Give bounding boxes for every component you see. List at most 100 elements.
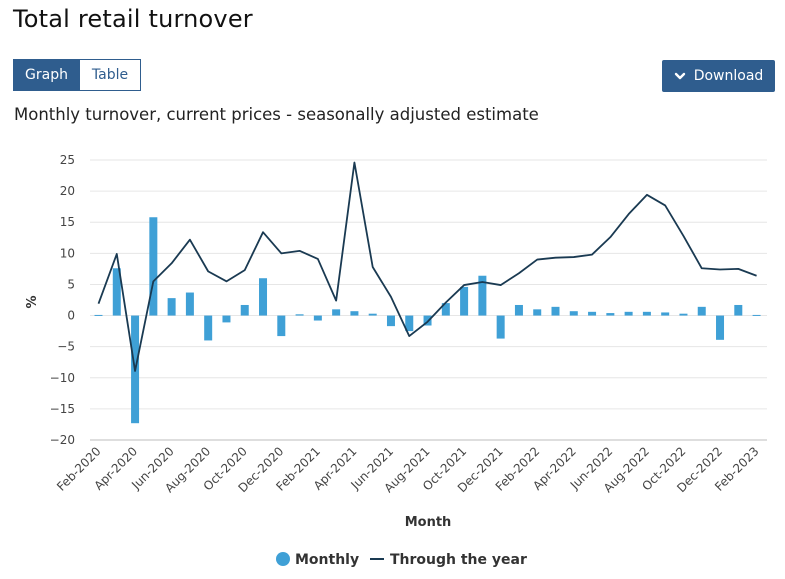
bar-Jul-2021[interactable] [405,315,414,332]
line-point-Feb-2020[interactable] [95,300,103,308]
retail-turnover-chart: 25 20 15 10 5 0 −5 −10 −15 −20 Feb-2020Apr-2020Ju… [25,153,767,568]
bar-Jan-2023[interactable] [734,304,743,316]
through-the-year-line[interactable] [97,161,757,372]
bar-Feb-2020[interactable] [94,314,103,316]
line-point-Aug-2020[interactable] [204,267,212,275]
line-point-Oct-2022[interactable] [679,232,687,240]
line-point-May-2022[interactable] [588,251,596,259]
bar-Apr-2021[interactable] [350,311,359,316]
graph-tab[interactable]: Graph [13,59,80,91]
through-the-year-line-group [95,158,761,375]
y-tick-label: 10 [60,246,75,260]
y-axis-title: % [25,295,40,308]
view-toggle: Graph Table [13,59,141,91]
line-point-Aug-2021[interactable] [424,318,432,326]
bar-Jan-2022[interactable] [514,304,523,316]
bar-Jul-2022[interactable] [624,311,633,316]
y-tick-label: 20 [60,184,75,198]
legend-through-the-year-label[interactable]: Through the year [390,552,527,568]
line-point-Jun-2021[interactable] [387,293,395,301]
bar-May-2021[interactable] [368,313,377,316]
line-point-Dec-2020[interactable] [277,249,285,257]
bar-Feb-2021[interactable] [313,315,322,321]
page-title: Total retail turnover [13,5,253,33]
legend: Monthly Through the year [276,552,527,568]
line-point-Jul-2021[interactable] [405,332,413,340]
line-point-Dec-2021[interactable] [497,281,505,289]
bar-Jul-2020[interactable] [185,292,194,316]
bar-May-2020[interactable] [149,217,158,316]
line-point-Sep-2020[interactable] [222,277,230,285]
line-point-Oct-2020[interactable] [241,266,249,274]
bar-Sep-2020[interactable] [222,315,231,323]
x-axis: Feb-2020Apr-2020Jun-2020Aug-2020Oct-2020… [54,444,762,495]
legend-monthly-swatch[interactable] [276,552,290,566]
line-point-Nov-2020[interactable] [259,228,267,236]
bar-Mar-2021[interactable] [332,309,341,316]
line-point-Sep-2021[interactable] [442,298,450,306]
bar-Nov-2020[interactable] [259,278,268,316]
y-tick-label: 0 [67,309,75,323]
bar-Mar-2022[interactable] [551,306,560,316]
download-button[interactable]: Download [662,60,775,92]
line-point-Jan-2021[interactable] [296,247,304,255]
bar-Jun-2022[interactable] [606,313,615,316]
x-axis-title: Month [405,515,452,530]
line-point-Jul-2020[interactable] [186,236,194,244]
line-point-Mar-2022[interactable] [552,254,560,262]
bar-Oct-2022[interactable] [679,313,688,316]
download-label: Download [693,68,764,84]
bar-Feb-2023[interactable] [752,314,761,316]
y-tick-label: −15 [50,402,75,416]
chevron-down-icon [674,72,685,80]
bar-Jan-2021[interactable] [295,314,304,316]
line-point-Nov-2021[interactable] [478,278,486,286]
line-point-Feb-2022[interactable] [533,256,541,264]
line-point-Mar-2020[interactable] [113,250,121,258]
table-tab[interactable]: Table [80,59,141,91]
y-tick-label: 15 [60,215,75,229]
line-point-Oct-2021[interactable] [460,281,468,289]
bar-Dec-2020[interactable] [277,315,286,337]
line-point-Sep-2022[interactable] [661,201,669,209]
line-point-Apr-2021[interactable] [350,158,358,166]
y-tick-label: −20 [50,433,75,447]
y-axis: 25 20 15 10 5 0 −5 −10 −15 −20 [50,153,75,447]
legend-monthly-label[interactable]: Monthly [295,552,359,568]
bar-Mar-2020[interactable] [112,268,121,316]
bar-Feb-2022[interactable] [533,309,542,316]
bar-Jun-2021[interactable] [386,315,395,327]
bar-Nov-2021[interactable] [478,275,487,316]
line-point-Nov-2022[interactable] [698,264,706,272]
chart-subtitle: Monthly turnover, current prices - seaso… [14,105,539,124]
line-point-Feb-2021[interactable] [314,255,322,263]
bar-May-2022[interactable] [588,311,597,316]
bar-Dec-2021[interactable] [496,315,505,339]
bar-Oct-2020[interactable] [240,304,249,316]
line-point-May-2020[interactable] [149,277,157,285]
line-point-Mar-2021[interactable] [332,297,340,305]
bar-Dec-2022[interactable] [716,315,725,340]
line-point-Apr-2022[interactable] [570,253,578,261]
line-point-May-2021[interactable] [369,263,377,271]
bar-Nov-2022[interactable] [697,306,706,316]
bar-Aug-2022[interactable] [642,311,651,316]
bar-Sep-2022[interactable] [661,312,670,316]
line-point-Jun-2022[interactable] [606,233,614,241]
line-point-Apr-2020[interactable] [131,367,139,375]
bar-Jun-2020[interactable] [167,298,176,316]
y-tick-label: −10 [50,371,75,385]
y-tick-label: 5 [67,277,75,291]
line-point-Feb-2023[interactable] [753,272,761,280]
y-tick-label: 25 [60,153,75,167]
bar-Apr-2022[interactable] [569,311,578,316]
line-point-Jul-2022[interactable] [625,210,633,218]
line-point-Jun-2020[interactable] [168,259,176,267]
line-point-Dec-2022[interactable] [716,266,724,274]
line-point-Aug-2022[interactable] [643,191,651,199]
line-point-Jan-2023[interactable] [734,265,742,273]
bar-Aug-2020[interactable] [204,315,213,341]
bar-Oct-2021[interactable] [460,286,469,316]
bar-Sep-2021[interactable] [441,303,450,316]
line-point-Jan-2022[interactable] [515,269,523,277]
